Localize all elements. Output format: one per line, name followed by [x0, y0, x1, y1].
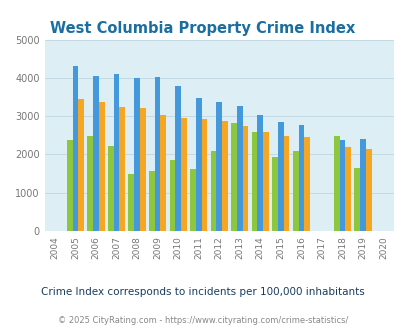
Bar — [113, 74, 119, 231]
Bar — [87, 136, 93, 231]
Bar — [154, 77, 160, 231]
Bar — [140, 108, 145, 231]
Bar — [175, 85, 181, 231]
Bar — [108, 146, 113, 231]
Bar — [210, 151, 216, 231]
Bar — [345, 147, 350, 231]
Bar — [72, 66, 78, 231]
Bar — [222, 121, 227, 231]
Bar — [237, 106, 242, 231]
Text: © 2025 CityRating.com - https://www.cityrating.com/crime-statistics/: © 2025 CityRating.com - https://www.city… — [58, 315, 347, 325]
Bar — [134, 78, 140, 231]
Bar — [67, 140, 72, 231]
Bar — [201, 119, 207, 231]
Bar — [251, 132, 257, 231]
Bar — [242, 126, 248, 231]
Bar — [339, 140, 345, 231]
Bar — [99, 102, 104, 231]
Bar — [190, 169, 195, 231]
Bar — [169, 160, 175, 231]
Bar — [128, 174, 134, 231]
Bar — [298, 125, 303, 231]
Bar — [272, 157, 277, 231]
Bar — [303, 137, 309, 231]
Bar — [283, 136, 289, 231]
Text: Crime Index corresponds to incidents per 100,000 inhabitants: Crime Index corresponds to incidents per… — [41, 287, 364, 297]
Bar — [230, 123, 237, 231]
Bar — [359, 139, 365, 231]
Bar — [149, 171, 154, 231]
Bar — [277, 122, 283, 231]
Bar — [333, 136, 339, 231]
Bar — [181, 118, 186, 231]
Bar — [365, 149, 371, 231]
Bar — [160, 115, 166, 231]
Text: West Columbia Property Crime Index: West Columbia Property Crime Index — [50, 21, 355, 36]
Bar — [216, 102, 222, 231]
Bar — [292, 151, 298, 231]
Bar — [93, 76, 99, 231]
Bar — [78, 99, 84, 231]
Bar — [262, 132, 268, 231]
Bar — [195, 98, 201, 231]
Bar — [354, 168, 359, 231]
Bar — [257, 115, 262, 231]
Bar — [119, 107, 125, 231]
